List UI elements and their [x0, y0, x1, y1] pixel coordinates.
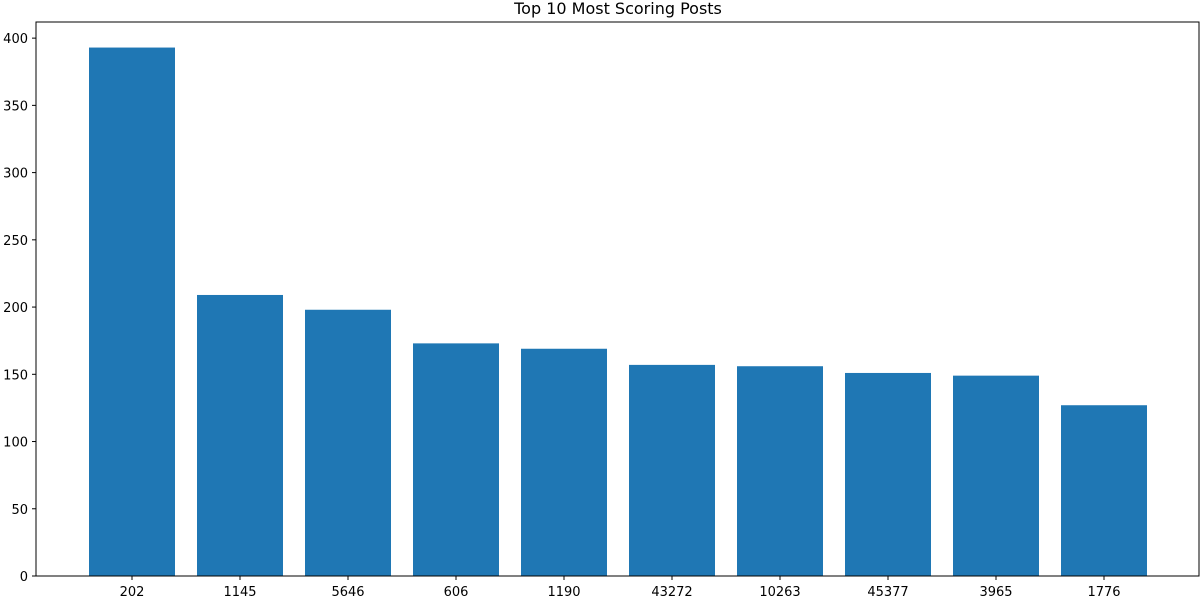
bar-5646 — [305, 309, 391, 576]
x-tick-label: 43272 — [651, 585, 692, 600]
bar-43272 — [629, 364, 715, 576]
bar-45377 — [845, 372, 931, 576]
bar-1145 — [197, 294, 283, 576]
x-tick-label: 5646 — [331, 585, 364, 600]
bar-202 — [89, 47, 175, 577]
x-tick-label: 1190 — [547, 585, 580, 600]
bar-3965 — [953, 375, 1039, 576]
x-tick-label: 202 — [120, 585, 145, 600]
chart-title: Top 10 Most Scoring Posts — [513, 0, 722, 18]
y-tick-label: 200 — [3, 301, 28, 316]
x-tick-label: 606 — [444, 585, 469, 600]
x-tick-label: 3965 — [979, 585, 1012, 600]
bars-layer — [89, 47, 1147, 577]
bar-1190 — [521, 348, 607, 576]
y-tick-label: 150 — [3, 368, 28, 383]
y-tick-label: 50 — [11, 503, 28, 518]
ticks-layer: 202 1145 5646 606 1190 43272 10263 45377 3965 177… — [3, 32, 1120, 600]
x-tick-label: 1145 — [223, 585, 256, 600]
bar-606 — [413, 343, 499, 576]
y-tick-label: 300 — [3, 167, 28, 182]
bar-10263 — [737, 366, 823, 576]
y-tick-label: 250 — [3, 234, 28, 249]
y-tick-label: 350 — [3, 99, 28, 114]
y-tick-label: 0 — [20, 570, 28, 585]
y-tick-label: 100 — [3, 436, 28, 451]
bar-1776 — [1061, 405, 1147, 576]
x-tick-label: 1776 — [1087, 585, 1120, 600]
x-tick-label: 45377 — [867, 585, 908, 600]
y-tick-label: 400 — [3, 32, 28, 47]
plot-frame — [35, 21, 1200, 577]
x-tick-label: 10263 — [759, 585, 800, 600]
